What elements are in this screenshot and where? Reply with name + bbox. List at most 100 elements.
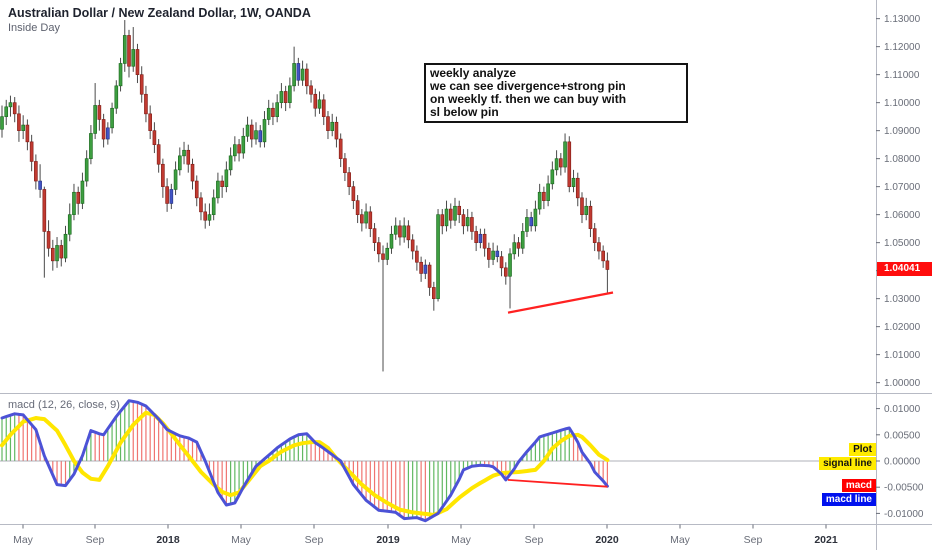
candle[interactable] — [580, 197, 584, 215]
candle[interactable] — [42, 189, 47, 232]
candle[interactable] — [127, 35, 131, 67]
candle[interactable] — [381, 253, 385, 260]
candle[interactable] — [97, 105, 102, 120]
candle[interactable] — [559, 158, 563, 168]
candle[interactable] — [135, 49, 140, 75]
candle[interactable] — [389, 233, 394, 249]
candle[interactable] — [283, 91, 288, 103]
candle[interactable] — [309, 85, 313, 95]
candle[interactable] — [508, 253, 512, 277]
macd-line[interactable] — [0, 399, 609, 523]
candle[interactable] — [436, 214, 440, 299]
candle[interactable] — [537, 191, 542, 210]
macd-axis[interactable]: 0.01000 0.00500 0.00000 -0.00500 -0.01000 — [876, 404, 924, 520]
time-axis[interactable]: May Sep 2018 May Sep 2019 May Sep 2020 May Sep 2021 — [13, 524, 838, 547]
candle[interactable] — [343, 158, 347, 173]
candle[interactable] — [423, 264, 428, 274]
candle[interactable] — [110, 107, 114, 129]
candle[interactable] — [72, 191, 76, 215]
candle[interactable] — [554, 158, 559, 171]
candle[interactable] — [12, 102, 17, 115]
candle[interactable] — [59, 245, 64, 259]
candle[interactable] — [542, 191, 546, 201]
candle[interactable] — [51, 247, 55, 262]
candle[interactable] — [228, 155, 233, 171]
candle[interactable] — [106, 127, 110, 140]
candle[interactable] — [46, 231, 51, 249]
candle[interactable] — [245, 124, 250, 137]
candle[interactable] — [89, 133, 93, 159]
candle[interactable] — [296, 63, 301, 81]
candle[interactable] — [584, 205, 589, 215]
candle[interactable] — [254, 130, 258, 140]
candle[interactable] — [173, 169, 178, 190]
candle[interactable] — [419, 261, 423, 274]
indicator-title-inside-day[interactable]: Inside Day — [8, 22, 60, 34]
candle[interactable] — [25, 124, 30, 143]
candle[interactable] — [525, 217, 529, 232]
candle[interactable] — [520, 231, 525, 249]
candle[interactable] — [21, 124, 25, 131]
candle[interactable] — [338, 138, 343, 159]
candle[interactable] — [330, 121, 335, 131]
candle[interactable] — [237, 144, 241, 154]
candle[interactable] — [152, 130, 157, 145]
candle[interactable] — [588, 205, 593, 229]
candle[interactable] — [487, 247, 491, 260]
candle[interactable] — [186, 149, 191, 165]
candle[interactable] — [262, 119, 267, 143]
candle[interactable] — [592, 228, 597, 243]
candle[interactable] — [533, 208, 538, 227]
candle[interactable] — [169, 189, 174, 204]
candle[interactable] — [385, 247, 390, 260]
candle[interactable] — [406, 225, 411, 241]
candle[interactable] — [17, 113, 21, 131]
candle[interactable] — [597, 242, 601, 252]
candle[interactable] — [199, 197, 203, 213]
candle[interactable] — [161, 163, 165, 187]
candle[interactable] — [8, 102, 13, 108]
candle[interactable] — [148, 113, 152, 131]
candle[interactable] — [144, 93, 148, 115]
candle[interactable] — [249, 124, 254, 140]
candle[interactable] — [567, 141, 572, 187]
candle[interactable] — [415, 250, 419, 263]
candle[interactable] — [211, 197, 216, 215]
candle[interactable] — [360, 214, 364, 224]
candle[interactable] — [465, 217, 470, 227]
candle[interactable] — [122, 35, 127, 64]
candle[interactable] — [334, 121, 339, 140]
candle[interactable] — [275, 102, 279, 117]
candle[interactable] — [398, 225, 402, 238]
candle[interactable] — [529, 217, 533, 227]
candle[interactable] — [279, 91, 284, 103]
candle[interactable] — [444, 208, 449, 227]
candle[interactable] — [266, 107, 271, 120]
candle[interactable] — [550, 169, 555, 185]
candle[interactable] — [165, 186, 169, 204]
candle[interactable] — [190, 163, 195, 182]
symbol-title[interactable]: Australian Dollar / New Zealand Dollar, … — [8, 6, 311, 20]
annotation-note[interactable]: weekly analyze we can see divergence+str… — [424, 63, 688, 123]
candle[interactable] — [93, 105, 97, 134]
candle[interactable] — [491, 250, 495, 260]
candle[interactable] — [80, 180, 85, 204]
candle[interactable] — [351, 186, 356, 201]
candle[interactable] — [495, 250, 500, 257]
signal-line[interactable] — [0, 410, 610, 517]
candle[interactable] — [461, 214, 466, 227]
candle[interactable] — [203, 211, 208, 221]
candle[interactable] — [605, 260, 610, 270]
candle[interactable] — [478, 233, 483, 243]
candle[interactable] — [601, 250, 605, 262]
candle[interactable] — [482, 233, 487, 249]
macd-indicator-title[interactable]: macd (12, 26, close, 9) — [8, 399, 120, 411]
candle[interactable] — [207, 214, 212, 221]
candle[interactable] — [233, 144, 237, 157]
candle[interactable] — [0, 116, 4, 130]
candle[interactable] — [114, 85, 119, 109]
candle[interactable] — [131, 49, 136, 67]
candle[interactable] — [216, 180, 220, 199]
candle[interactable] — [34, 161, 38, 182]
candle[interactable] — [271, 107, 275, 117]
